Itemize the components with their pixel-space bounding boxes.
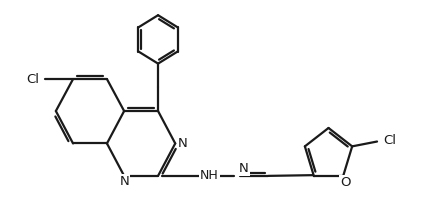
Text: NH: NH xyxy=(200,169,219,182)
Text: Cl: Cl xyxy=(383,134,396,147)
Text: O: O xyxy=(340,176,351,190)
Text: N: N xyxy=(119,175,129,188)
Text: Cl: Cl xyxy=(26,73,39,86)
Text: N: N xyxy=(178,137,187,150)
Text: N: N xyxy=(239,162,249,175)
